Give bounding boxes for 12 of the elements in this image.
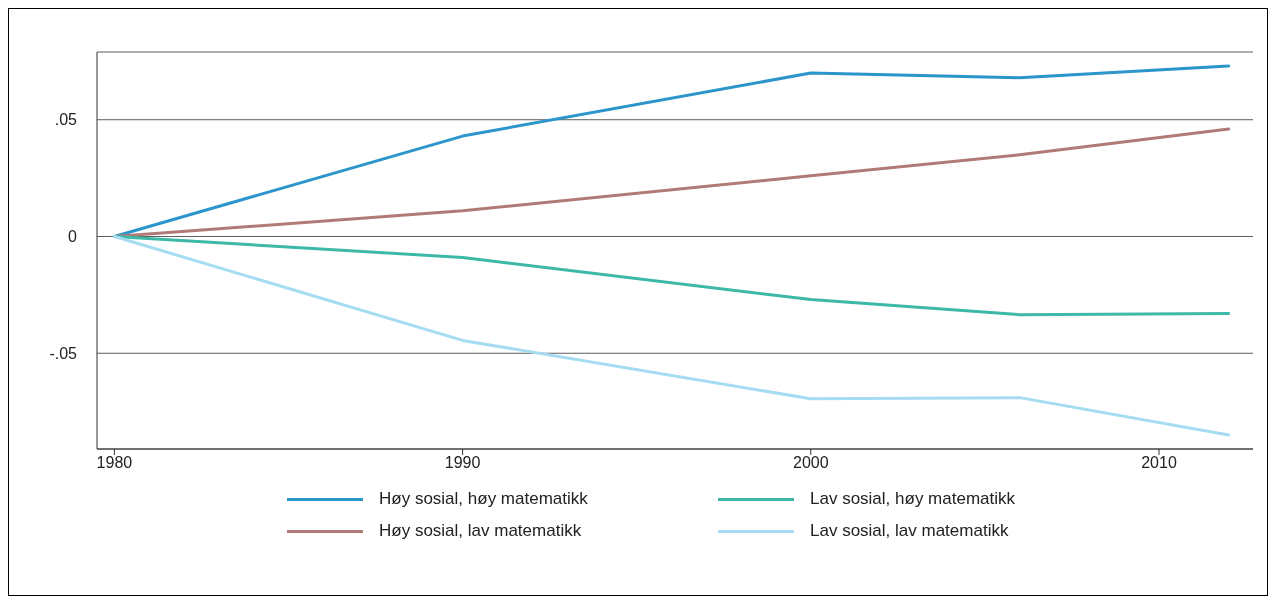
x-tick-label: 1990 [444, 454, 481, 472]
legend-label: Lav sosial, høy matematikk [810, 489, 1016, 509]
y-tick-label: .05 [54, 111, 78, 129]
legend-label: Høy sosial, lav matematikk [379, 521, 582, 541]
x-tick-label: 1980 [96, 454, 133, 472]
y-tick-label: -.05 [49, 344, 78, 362]
legend-label: Høy sosial, høy matematikk [379, 489, 588, 509]
x-tick-label: 2000 [793, 454, 829, 472]
x-tick-label: 2010 [1141, 454, 1177, 472]
y-tick-label: 0 [68, 228, 78, 246]
line-series [112, 234, 1231, 437]
legend-label: Lav sosial, lav matematikk [810, 521, 1009, 541]
